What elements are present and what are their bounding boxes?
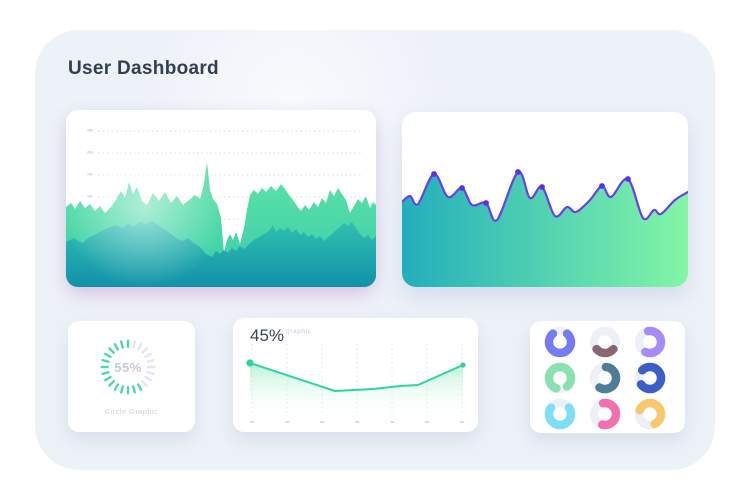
progress-tick-active bbox=[119, 340, 124, 349]
progress-tick-inactive bbox=[141, 347, 148, 354]
page-title: User Dashboard bbox=[68, 58, 219, 79]
donut-grid-card[interactable] bbox=[530, 321, 685, 433]
dashboard-panel: User Dashboard 55% Circle Graphic 45% gr… bbox=[35, 30, 715, 470]
circle-progress-caption: Circle Graphic bbox=[104, 407, 159, 416]
percent-line bbox=[249, 362, 464, 392]
progress-tick-active bbox=[126, 339, 130, 348]
donut-arc bbox=[592, 344, 618, 358]
axis-tick-label-blob bbox=[390, 421, 395, 423]
wave-peak-dot bbox=[431, 171, 437, 177]
axis-tick-label-blob bbox=[425, 421, 430, 423]
donut-grid-chart bbox=[544, 326, 666, 430]
donut-arc bbox=[544, 362, 576, 393]
percent-sub-label: graphic bbox=[286, 328, 312, 335]
percent-line-card[interactable]: 45% graphic bbox=[233, 318, 478, 432]
mountain-area-chart bbox=[66, 124, 376, 287]
donut-chart bbox=[634, 398, 666, 430]
donut-arc bbox=[641, 326, 666, 358]
progress-tick-active bbox=[113, 343, 120, 351]
donut-arc bbox=[595, 362, 621, 394]
mountain-area-card[interactable] bbox=[66, 110, 376, 287]
wave-peak-dot bbox=[539, 184, 545, 190]
donut-chart bbox=[589, 398, 621, 430]
donut-chart bbox=[544, 362, 576, 394]
progress-tick-inactive bbox=[141, 380, 148, 387]
circle-progress-chart bbox=[100, 339, 156, 395]
progress-tick-active bbox=[119, 385, 124, 394]
percent-value: 45% bbox=[250, 326, 285, 345]
donut-arc bbox=[544, 403, 576, 430]
highlight-glow bbox=[66, 124, 226, 287]
donut-arc bbox=[544, 329, 576, 358]
progress-tick-active bbox=[132, 385, 137, 394]
progress-tick-active bbox=[104, 375, 112, 382]
progress-tick-inactive bbox=[146, 358, 155, 363]
axis-tick-label-blob bbox=[460, 421, 465, 423]
wave-peak-dot bbox=[625, 176, 631, 182]
axis-tick-label-blob bbox=[87, 129, 93, 132]
donut-chart bbox=[589, 326, 621, 358]
donut-chart bbox=[589, 362, 621, 394]
progress-tick-active bbox=[101, 371, 110, 376]
progress-tick-inactive bbox=[147, 365, 156, 369]
line-start-dot bbox=[246, 359, 254, 367]
wave-line bbox=[402, 170, 688, 222]
donut-arc bbox=[597, 398, 621, 430]
axis-tick-label-blob bbox=[285, 421, 290, 423]
progress-tick-inactive bbox=[146, 371, 155, 376]
circle-graphic-card[interactable]: 55% Circle Graphic bbox=[68, 321, 195, 432]
donut-arc bbox=[636, 362, 666, 394]
progress-tick-inactive bbox=[144, 375, 152, 382]
donut-chart bbox=[544, 326, 576, 358]
donut-arc bbox=[635, 398, 666, 429]
progress-tick-active bbox=[108, 347, 115, 354]
progress-tick-active bbox=[126, 386, 130, 395]
wave-area-card[interactable] bbox=[402, 112, 688, 287]
wave-area-chart bbox=[402, 169, 688, 287]
donut-chart bbox=[544, 398, 576, 430]
progress-tick-active bbox=[101, 358, 110, 363]
percent-line-chart bbox=[246, 344, 466, 423]
axis-tick-label-blob bbox=[355, 421, 360, 423]
wave-peak-dot bbox=[599, 183, 605, 189]
circle-progress-value: 55% bbox=[114, 360, 142, 375]
progress-tick-active bbox=[108, 380, 115, 387]
wave-peak-dot bbox=[483, 200, 489, 206]
donut-chart bbox=[634, 362, 666, 394]
progress-tick-inactive bbox=[136, 343, 143, 351]
wave-peak-dot bbox=[515, 169, 521, 175]
progress-tick-active bbox=[100, 365, 109, 369]
axis-tick-label-blob bbox=[320, 421, 325, 423]
progress-tick-inactive bbox=[132, 340, 137, 349]
axis-tick-label-blob bbox=[250, 421, 255, 423]
progress-tick-active bbox=[104, 352, 112, 359]
donut-chart bbox=[634, 326, 666, 358]
progress-tick-inactive bbox=[144, 352, 152, 359]
progress-tick-active bbox=[136, 383, 143, 391]
wave-peak-dot bbox=[459, 185, 465, 191]
wave-area-fill bbox=[402, 171, 688, 287]
line-end-dot bbox=[460, 362, 466, 368]
progress-tick-active bbox=[113, 383, 120, 391]
